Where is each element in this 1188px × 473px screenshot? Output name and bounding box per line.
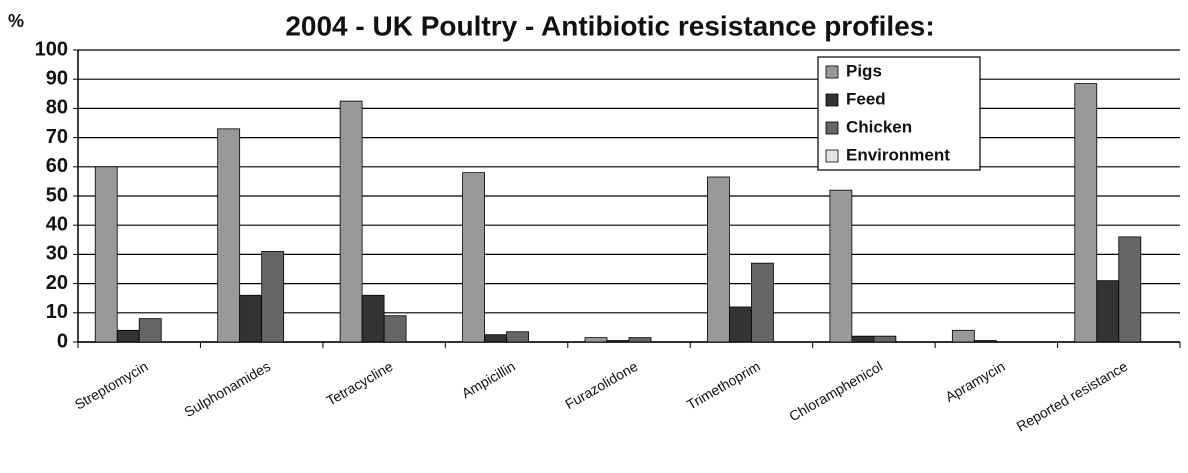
bar — [138, 318, 162, 343]
bar — [1074, 83, 1098, 343]
bar — [261, 251, 285, 343]
x-tick-label: Chloramphenicol — [786, 358, 885, 424]
legend-label: Environment — [846, 145, 950, 164]
bar — [606, 340, 630, 343]
y-tick-label: 70 — [46, 126, 68, 148]
bar — [628, 337, 652, 343]
bar — [751, 262, 774, 343]
bar — [951, 329, 975, 343]
legend-label: Pigs — [846, 61, 882, 80]
y-tick-label: 90 — [46, 67, 68, 89]
bar — [217, 128, 241, 343]
legend-box — [817, 56, 981, 171]
x-tick-label: Furazolidone — [562, 358, 640, 412]
y-tick-label: 50 — [46, 184, 68, 206]
bar — [239, 294, 263, 343]
x-tick-label: Reported resistance — [1014, 358, 1131, 435]
y-tick-label: 20 — [46, 272, 68, 294]
bar — [94, 166, 118, 343]
y-tick-label: 60 — [46, 155, 68, 177]
bar — [873, 335, 897, 343]
bar — [116, 329, 140, 343]
legend-swatch — [825, 149, 839, 163]
bar — [1096, 280, 1120, 343]
legend-label: Chicken — [846, 117, 912, 136]
bar — [729, 306, 752, 343]
x-tick-label: Sulphonamides — [181, 358, 273, 420]
bar — [851, 335, 875, 343]
legend-label: Feed — [846, 89, 886, 108]
chart-title: 2004 - UK Poultry - Antibiotic resistanc… — [285, 10, 934, 41]
legend-swatch — [825, 65, 839, 79]
bar — [973, 340, 997, 343]
x-tick-label: Apramycin — [942, 358, 1007, 405]
bar — [383, 315, 407, 343]
bar — [707, 176, 730, 343]
x-tick-label: Ampicillin — [459, 358, 518, 401]
bar — [1118, 236, 1142, 343]
legend-swatch — [825, 93, 839, 107]
y-tick-label: 40 — [46, 213, 68, 235]
bar — [829, 189, 853, 343]
y-tick-label: 0 — [57, 330, 68, 352]
bar — [462, 172, 485, 343]
bar — [339, 100, 363, 343]
y-axis-label: % — [8, 11, 24, 31]
x-tick-label: Trimethoprim — [684, 358, 763, 413]
y-tick-label: 100 — [35, 38, 68, 60]
y-tick-label: 30 — [46, 243, 68, 265]
x-tick-label: Tetracycline — [323, 358, 395, 409]
bar — [361, 294, 385, 343]
bar — [484, 334, 507, 343]
bar — [584, 337, 608, 343]
y-tick-label: 10 — [46, 301, 68, 323]
legend-swatch — [825, 121, 839, 135]
x-tick-label: Streptomycin — [72, 358, 151, 413]
bar — [506, 331, 529, 343]
y-tick-label: 80 — [46, 97, 68, 119]
